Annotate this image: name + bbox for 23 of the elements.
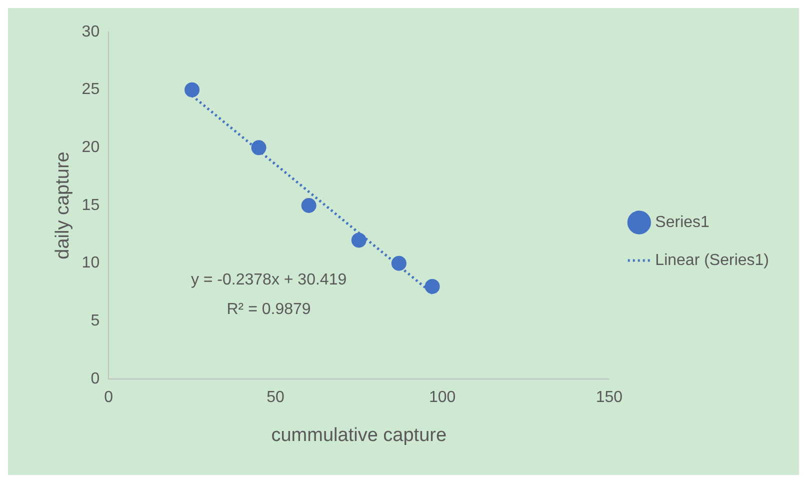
legend-label: Linear (Series1) — [655, 252, 769, 269]
point — [424, 278, 440, 294]
point — [301, 198, 316, 213]
point — [391, 256, 406, 271]
x-tick-label: 50 — [266, 389, 284, 406]
annotation: y = -0.2378x + 30.419 — [190, 272, 347, 289]
y-tick-label: 0 — [90, 370, 100, 388]
point — [351, 232, 366, 248]
point — [184, 82, 200, 98]
y-tick-label: 5 — [90, 312, 100, 330]
x-axis-title: cummulative capture — [271, 424, 447, 446]
point — [251, 140, 266, 156]
annotation: R² = 0.9879 — [226, 301, 311, 318]
y-tick-label: 25 — [82, 81, 100, 98]
y-tick-label: 20 — [82, 139, 100, 156]
y-tick-label: 10 — [82, 254, 100, 272]
y-axis-title: daily capture — [52, 152, 74, 260]
legend-label: Series1 — [655, 214, 710, 231]
x-tick-label: 0 — [104, 389, 114, 406]
x-tick-label: 100 — [428, 389, 456, 406]
x-tick-label: 150 — [596, 389, 623, 406]
y-tick-label: 15 — [82, 196, 100, 214]
y-tick-label: 30 — [82, 23, 100, 40]
